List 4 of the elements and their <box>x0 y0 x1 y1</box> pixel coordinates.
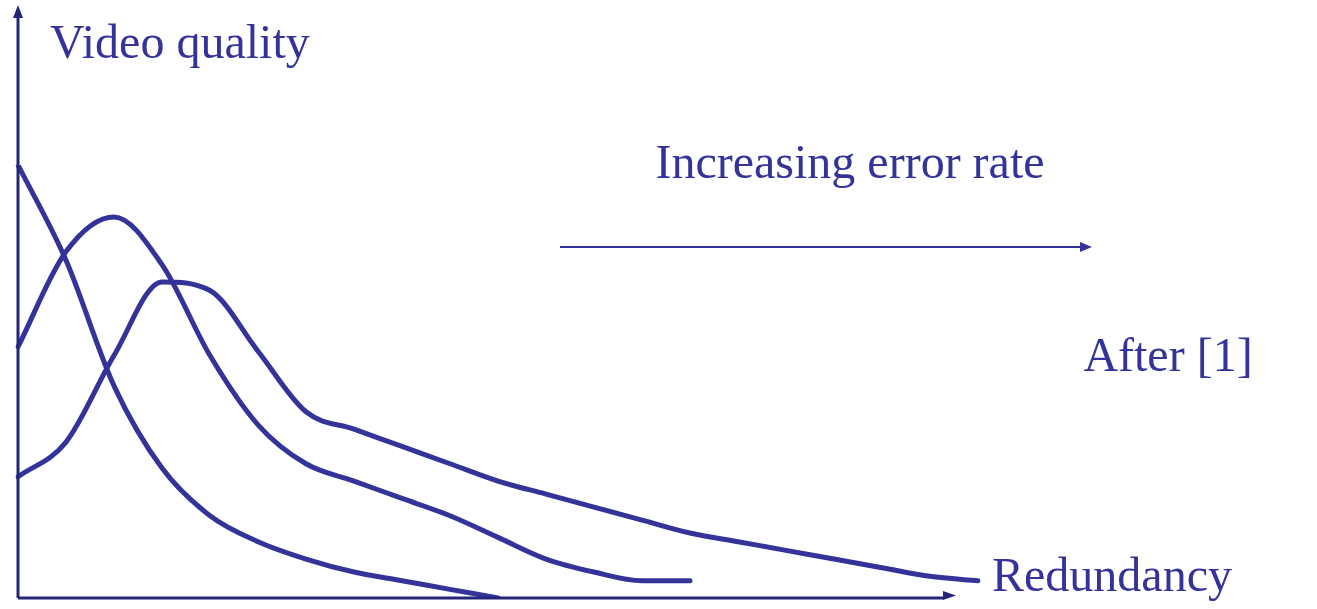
annotation: Increasing error rate <box>655 134 1045 188</box>
y-axis-title: Video quality <box>50 14 310 68</box>
x-axis-title: Redundancy <box>992 547 1232 601</box>
text: After [1] <box>1083 327 1253 381</box>
